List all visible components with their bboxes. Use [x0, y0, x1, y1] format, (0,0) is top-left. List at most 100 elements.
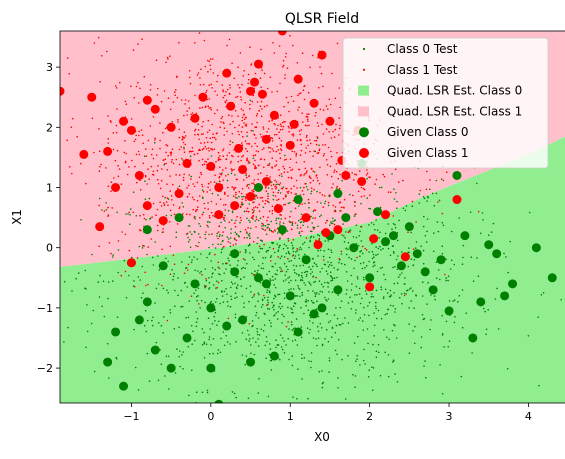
test-point-class-1 — [259, 204, 261, 206]
given-point-class-0 — [111, 327, 120, 336]
test-point-class-0 — [377, 229, 379, 231]
test-point-class-1 — [111, 207, 113, 209]
test-point-class-0 — [317, 326, 319, 328]
test-point-class-0 — [230, 306, 232, 308]
test-point-class-0 — [213, 284, 215, 286]
test-point-class-0 — [280, 218, 282, 220]
test-point-class-0 — [413, 265, 415, 267]
y-tick-label: −2 — [37, 362, 53, 375]
test-point-class-1 — [349, 231, 351, 233]
test-point-class-0 — [363, 329, 365, 331]
test-point-class-0 — [373, 367, 375, 369]
test-point-class-0 — [441, 315, 443, 317]
test-point-class-1 — [206, 225, 208, 227]
test-point-class-1 — [170, 210, 172, 212]
test-point-class-0 — [361, 250, 363, 252]
test-point-class-1 — [284, 74, 286, 76]
test-point-class-0 — [230, 228, 232, 230]
test-point-class-0 — [364, 363, 366, 365]
test-point-class-0 — [528, 335, 530, 337]
test-point-class-1 — [298, 107, 300, 109]
test-point-class-0 — [430, 294, 432, 296]
test-point-class-0 — [377, 271, 379, 273]
test-point-class-0 — [315, 281, 317, 283]
test-point-class-1 — [241, 204, 243, 206]
test-point-class-1 — [208, 84, 210, 86]
test-point-class-1 — [297, 139, 299, 141]
test-point-class-1 — [233, 78, 235, 80]
test-point-class-0 — [327, 261, 329, 263]
test-point-class-0 — [75, 278, 77, 280]
test-point-class-0 — [202, 392, 204, 394]
test-point-class-0 — [191, 234, 193, 236]
test-point-class-1 — [210, 23, 212, 25]
test-point-class-1 — [177, 119, 179, 121]
test-point-class-1 — [71, 173, 73, 175]
test-point-class-0 — [483, 308, 485, 310]
test-point-class-0 — [423, 250, 425, 252]
test-point-class-1 — [182, 213, 184, 215]
test-point-class-0 — [446, 321, 448, 323]
test-point-class-1 — [304, 183, 306, 185]
test-point-class-1 — [235, 226, 237, 228]
given-point-class-1 — [226, 102, 235, 111]
test-point-class-1 — [230, 140, 232, 142]
test-point-class-0 — [360, 317, 362, 319]
test-point-class-1 — [257, 197, 259, 199]
test-point-class-1 — [179, 174, 181, 176]
test-point-class-0 — [195, 311, 197, 313]
test-point-class-1 — [264, 106, 266, 108]
test-point-class-0 — [269, 163, 271, 165]
given-point-class-1 — [357, 177, 366, 186]
test-point-class-1 — [280, 145, 282, 147]
test-point-class-0 — [344, 317, 346, 319]
test-point-class-1 — [306, 172, 308, 174]
test-point-class-0 — [307, 189, 309, 191]
test-point-class-0 — [250, 353, 252, 355]
test-point-class-0 — [384, 352, 386, 354]
given-point-class-1 — [246, 192, 255, 201]
test-point-class-0 — [420, 347, 422, 349]
test-point-class-1 — [276, 164, 278, 166]
test-point-class-0 — [293, 305, 295, 307]
test-point-class-1 — [197, 124, 199, 126]
test-point-class-1 — [151, 238, 153, 240]
test-point-class-1 — [309, 139, 311, 141]
test-point-class-0 — [291, 242, 293, 244]
test-point-class-1 — [227, 195, 229, 197]
test-point-class-1 — [234, 127, 236, 129]
test-point-class-1 — [224, 95, 226, 97]
test-point-class-1 — [339, 174, 341, 176]
test-point-class-1 — [247, 83, 249, 85]
chart-title: QLSR Field — [285, 11, 359, 27]
test-point-class-1 — [224, 192, 226, 194]
test-point-class-1 — [285, 196, 287, 198]
test-point-class-0 — [363, 360, 365, 362]
test-point-class-0 — [274, 252, 276, 254]
test-point-class-1 — [207, 158, 209, 160]
test-point-class-1 — [289, 167, 291, 169]
test-point-class-0 — [386, 313, 388, 315]
test-point-class-0 — [86, 304, 88, 306]
test-point-class-0 — [378, 344, 380, 346]
test-point-class-1 — [210, 107, 212, 109]
test-point-class-1 — [322, 194, 324, 196]
test-point-class-0 — [351, 283, 353, 285]
test-point-class-1 — [165, 163, 167, 165]
test-point-class-0 — [165, 430, 167, 432]
test-point-class-0 — [451, 260, 453, 262]
test-point-class-1 — [168, 97, 170, 99]
test-point-class-1 — [260, 49, 262, 51]
test-point-class-0 — [242, 419, 244, 421]
test-point-class-0 — [271, 255, 273, 257]
test-point-class-0 — [50, 218, 52, 220]
test-point-class-0 — [442, 222, 444, 224]
test-point-class-1 — [248, 187, 250, 189]
test-point-class-1 — [426, 171, 428, 173]
test-point-class-1 — [338, 178, 340, 180]
test-point-class-0 — [292, 223, 294, 225]
test-point-class-1 — [158, 183, 160, 185]
test-point-class-1 — [225, 175, 227, 177]
test-point-class-0 — [212, 267, 214, 269]
